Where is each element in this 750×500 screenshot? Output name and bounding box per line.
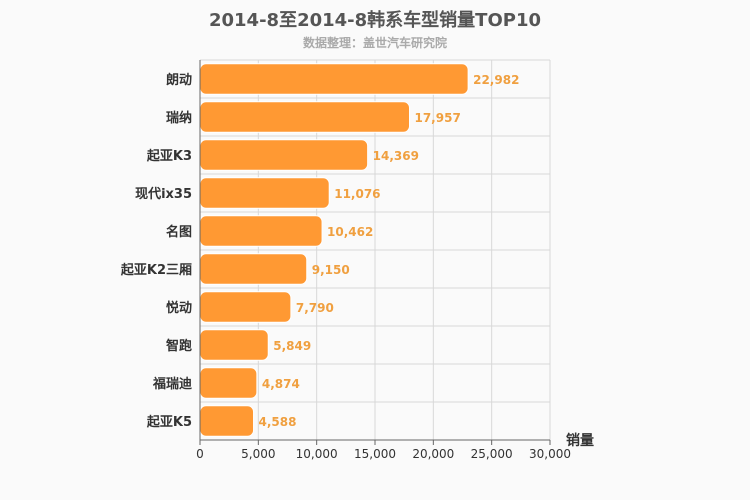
category-label: 起亚K2三厢 <box>120 262 192 278</box>
x-tick-label: 15,000 <box>354 447 396 461</box>
data-label: 5,849 <box>273 339 311 353</box>
x-axis-title: 销量 <box>566 432 594 449</box>
x-tick-label: 0 <box>196 447 204 461</box>
x-tick-label: 20,000 <box>412 447 454 461</box>
data-label: 11,076 <box>334 187 380 201</box>
data-label: 7,790 <box>296 301 334 315</box>
bar <box>199 329 269 361</box>
data-label: 4,588 <box>259 415 297 429</box>
x-tick-label: 30,000 <box>529 447 571 461</box>
category-label: 福瑞迪 <box>152 376 192 392</box>
chart-subtitle: 数据整理：盖世汽车研究院 <box>302 36 447 50</box>
bar <box>199 253 308 285</box>
category-label: 智跑 <box>166 338 192 354</box>
category-label: 起亚K3 <box>146 148 192 164</box>
bar <box>199 291 292 323</box>
category-label: 现代ix35 <box>135 186 192 202</box>
data-label: 10,462 <box>327 225 373 239</box>
x-tick-label: 10,000 <box>296 447 338 461</box>
bar <box>199 367 258 399</box>
data-label: 17,957 <box>414 111 460 125</box>
data-label: 22,982 <box>473 73 519 87</box>
bar <box>199 139 369 171</box>
category-label: 悦动 <box>166 300 192 316</box>
data-labels: 22,982 17,957 14,369 11,076 10,462 9,150 7,790… <box>259 73 520 429</box>
grid-lines <box>200 59 551 441</box>
data-label: 14,369 <box>373 149 419 163</box>
x-tick-label: 25,000 <box>471 447 513 461</box>
data-label: 9,150 <box>312 263 350 277</box>
bar <box>199 215 323 247</box>
x-axis: 0 5,000 10,000 15,000 20,000 25,000 30,000 <box>196 60 571 461</box>
chart-title: 2014-8至2014-8韩系车型销量TOP10 <box>208 10 541 31</box>
category-label: 起亚K5 <box>146 414 192 430</box>
category-label: 名图 <box>166 224 192 240</box>
bars <box>199 63 469 437</box>
bar <box>199 63 469 95</box>
data-label: 4,874 <box>262 377 300 391</box>
bar <box>199 177 330 209</box>
category-label: 瑞纳 <box>166 110 192 126</box>
x-tick-label: 5,000 <box>241 447 275 461</box>
bar <box>199 101 410 133</box>
category-label: 朗动 <box>166 72 192 88</box>
bar <box>199 405 255 437</box>
